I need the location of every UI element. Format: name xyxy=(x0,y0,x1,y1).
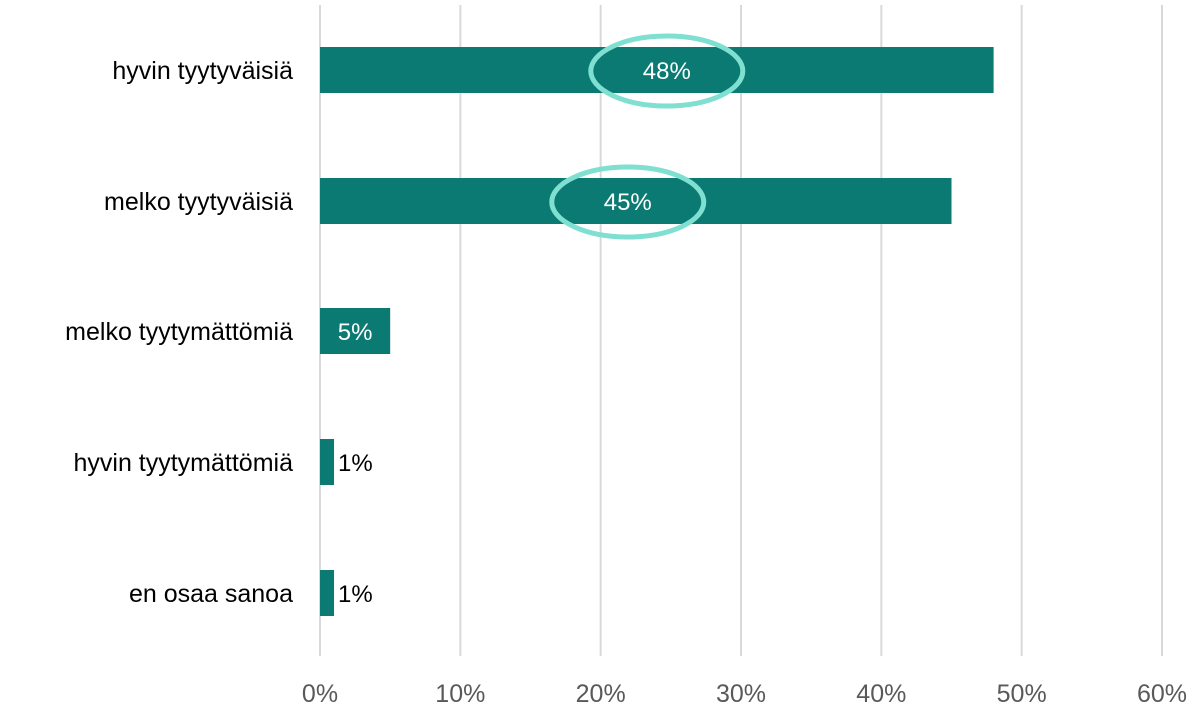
bar xyxy=(320,47,994,93)
highlight-rings xyxy=(549,33,746,240)
data-label: 45% xyxy=(604,189,652,216)
category-label: hyvin tyytymättömiä xyxy=(73,449,293,477)
data-label: 1% xyxy=(338,450,373,477)
bar xyxy=(320,570,335,616)
category-label: en osaa sanoa xyxy=(129,580,293,608)
bar xyxy=(320,439,335,485)
x-tick-label: 20% xyxy=(576,680,626,708)
x-tick-label: 50% xyxy=(997,680,1047,708)
data-label: 48% xyxy=(643,58,691,85)
x-axis-tick-labels: 0% 10% 20% 30% 40% 50% 60% xyxy=(302,680,1187,708)
x-tick-label: 10% xyxy=(435,680,485,708)
data-label: 1% xyxy=(338,581,373,608)
category-label: melko tyytyväisiä xyxy=(104,188,293,216)
x-tick-label: 40% xyxy=(856,680,906,708)
bar xyxy=(320,308,391,354)
x-tick-label: 0% xyxy=(302,680,338,708)
category-labels: hyvin tyytyväisiä melko tyytyväisiä melko … xyxy=(65,57,293,608)
category-label: melko tyytymättömiä xyxy=(65,318,293,346)
data-label: 5% xyxy=(338,319,373,346)
gridlines xyxy=(319,5,1163,656)
bar xyxy=(320,178,952,224)
x-tick-label: 30% xyxy=(716,680,766,708)
highlight-ring xyxy=(549,164,707,240)
highlight-ring xyxy=(588,33,746,109)
x-tick-label: 60% xyxy=(1137,680,1187,708)
bars xyxy=(320,47,994,616)
data-labels: 48% 45% 5% 1% 1% xyxy=(338,58,691,608)
category-label: hyvin tyytyväisiä xyxy=(112,57,293,85)
